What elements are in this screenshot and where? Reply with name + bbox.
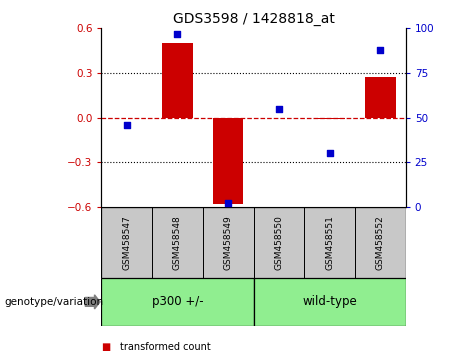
Bar (304, 207, 355, 278)
Point (377, 47, 384, 52)
Bar (101, 278, 254, 326)
Text: genotype/variation: genotype/variation (5, 297, 104, 307)
Text: GSM458551: GSM458551 (325, 215, 334, 270)
Text: GSM458552: GSM458552 (376, 215, 385, 270)
Bar (152, 207, 203, 278)
Point (123, 122, 130, 127)
Bar (314, 118, 345, 119)
Bar (254, 207, 304, 278)
Text: GSM458548: GSM458548 (173, 215, 182, 270)
Text: GSM458549: GSM458549 (224, 215, 233, 270)
Text: transformed count: transformed count (120, 342, 211, 352)
Point (174, 31, 181, 36)
Bar (203, 207, 254, 278)
Bar (365, 78, 396, 118)
Bar (162, 43, 193, 118)
Text: ■: ■ (101, 342, 111, 352)
Point (326, 150, 333, 156)
Bar (213, 118, 243, 204)
Text: GSM458547: GSM458547 (122, 215, 131, 270)
Text: p300 +/-: p300 +/- (152, 295, 203, 308)
Bar (254, 278, 406, 326)
Title: GDS3598 / 1428818_at: GDS3598 / 1428818_at (172, 12, 335, 26)
Point (225, 200, 232, 206)
Bar (101, 207, 152, 278)
Text: GSM458550: GSM458550 (274, 215, 284, 270)
Text: wild-type: wild-type (302, 295, 357, 308)
Bar (355, 207, 406, 278)
Point (275, 106, 283, 112)
